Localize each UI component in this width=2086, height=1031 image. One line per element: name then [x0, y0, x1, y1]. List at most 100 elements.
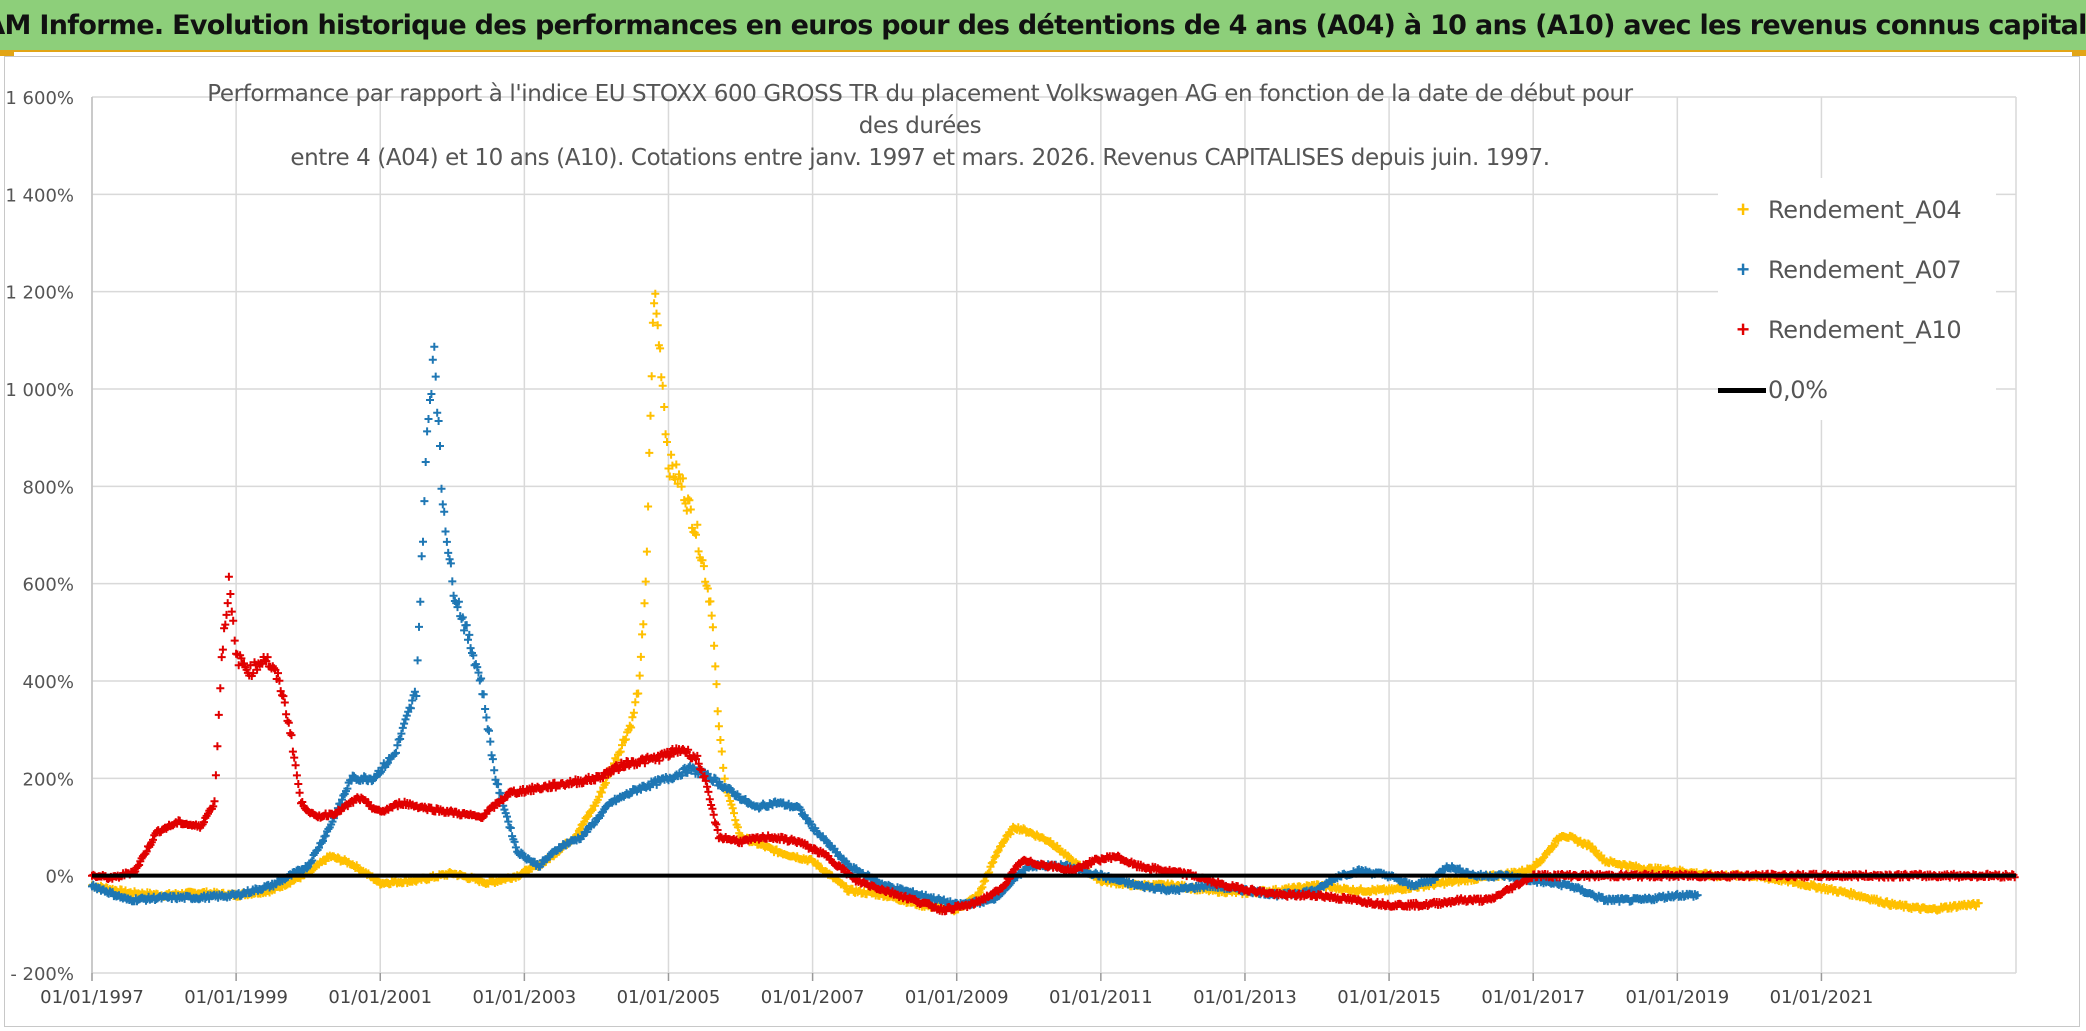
x-axis: 01/01/1997 01/01/1999 01/01/2001 01/01/2003… — [40, 973, 1873, 1008]
y-tick-label: 600% — [23, 575, 74, 596]
data-point — [628, 713, 636, 721]
data-point — [657, 373, 665, 381]
y-tick-label: 1 400% — [5, 185, 74, 206]
data-point — [730, 809, 738, 817]
data-point — [710, 642, 718, 650]
data-point — [219, 646, 227, 654]
data-point — [648, 372, 656, 380]
x-tick-label: 01/01/2009 — [905, 987, 1009, 1008]
x-tick-label: 01/01/2005 — [617, 987, 721, 1008]
data-point — [643, 548, 651, 556]
legend-line-zero — [1718, 388, 1766, 393]
data-point — [638, 630, 646, 638]
data-point — [488, 751, 496, 759]
data-point — [631, 698, 639, 706]
data-point — [465, 631, 473, 639]
data-point — [653, 310, 661, 318]
y-tick-label: - 200% — [10, 964, 74, 985]
legend-label-a07: Rendement_A07 — [1768, 256, 1961, 284]
x-tick-label: 01/01/1997 — [40, 987, 144, 1008]
data-point — [430, 343, 438, 351]
data-point — [402, 715, 410, 723]
data-point — [711, 662, 719, 670]
data-point — [425, 415, 433, 423]
data-point — [489, 755, 497, 763]
data-point — [644, 503, 652, 511]
data-point — [422, 458, 430, 466]
x-tick-label: 01/01/2001 — [328, 987, 432, 1008]
data-point — [215, 711, 223, 719]
data-point — [423, 427, 431, 435]
data-point — [706, 597, 714, 605]
x-tick-label: 01/01/2017 — [1481, 987, 1585, 1008]
data-point — [464, 636, 472, 644]
data-point — [634, 690, 642, 698]
data-point — [282, 710, 290, 718]
data-point — [687, 506, 695, 514]
series-Rendement_A04 — [88, 290, 1983, 916]
x-tick-label: 01/01/2007 — [761, 987, 865, 1008]
data-point — [418, 552, 426, 560]
data-point — [639, 620, 647, 628]
data-point — [703, 783, 711, 791]
legend-item-a04: + Rendement_A04 — [1718, 190, 1961, 230]
data-point — [718, 748, 726, 756]
legend-item-a10: + Rendement_A10 — [1718, 310, 1961, 350]
data-point — [442, 528, 450, 536]
data-point — [408, 697, 416, 705]
data-point — [231, 637, 239, 645]
data-point — [399, 724, 407, 732]
x-tick-label: 01/01/2003 — [472, 987, 576, 1008]
legend-marker-a04: + — [1718, 197, 1768, 223]
data-point — [450, 592, 458, 600]
data-point — [709, 623, 717, 631]
data-point — [429, 356, 437, 364]
y-tick-label: 0% — [45, 867, 74, 888]
legend-label-a10: Rendement_A10 — [1768, 316, 1961, 344]
legend-label-a04: Rendement_A04 — [1768, 196, 1961, 224]
chart-title-line-2: entre 4 (A04) et 10 ans (A10). Cotations… — [190, 142, 1650, 174]
y-axis: - 200% 0% 200% 400% 600% 800% 1 000% 1 200% 1 40… — [5, 88, 92, 985]
data-point — [296, 789, 304, 797]
chart-title: Performance par rapport à l'indice EU ST… — [190, 78, 1650, 174]
data-point — [435, 417, 443, 425]
data-point — [467, 644, 475, 652]
legend-item-zero: 0,0% — [1718, 370, 1828, 410]
data-point — [480, 690, 488, 698]
x-tick-label: 01/01/2013 — [1193, 987, 1297, 1008]
data-point — [663, 438, 671, 446]
data-point — [636, 672, 644, 680]
data-point — [651, 290, 659, 298]
y-tick-label: 400% — [23, 672, 74, 693]
data-point — [704, 788, 712, 796]
data-point — [426, 396, 434, 404]
x-tick-label: 01/01/2011 — [1049, 987, 1153, 1008]
data-point — [484, 725, 492, 733]
series-Rendement_A07 — [88, 343, 1702, 910]
data-point — [485, 727, 493, 735]
data-point — [290, 754, 298, 762]
data-point — [714, 707, 722, 715]
data-point — [292, 761, 300, 769]
data-point — [447, 559, 455, 567]
data-point — [486, 738, 494, 746]
data-point — [641, 599, 649, 607]
data-point — [213, 742, 221, 750]
data-point — [446, 555, 454, 563]
data-point — [710, 811, 718, 819]
data-point — [216, 684, 224, 692]
legend-marker-a10: + — [1718, 317, 1768, 343]
y-tick-label: 1 600% — [5, 88, 74, 109]
data-point — [226, 590, 234, 598]
y-tick-label: 1 000% — [5, 380, 74, 401]
data-point — [444, 549, 452, 557]
data-point — [225, 573, 233, 581]
x-tick-label: 01/01/2015 — [1337, 987, 1441, 1008]
data-point — [400, 720, 408, 728]
data-point — [630, 709, 638, 717]
data-point — [695, 547, 703, 555]
data-point — [427, 390, 435, 398]
data-point — [731, 816, 739, 824]
data-point — [211, 797, 219, 805]
data-point — [415, 623, 423, 631]
